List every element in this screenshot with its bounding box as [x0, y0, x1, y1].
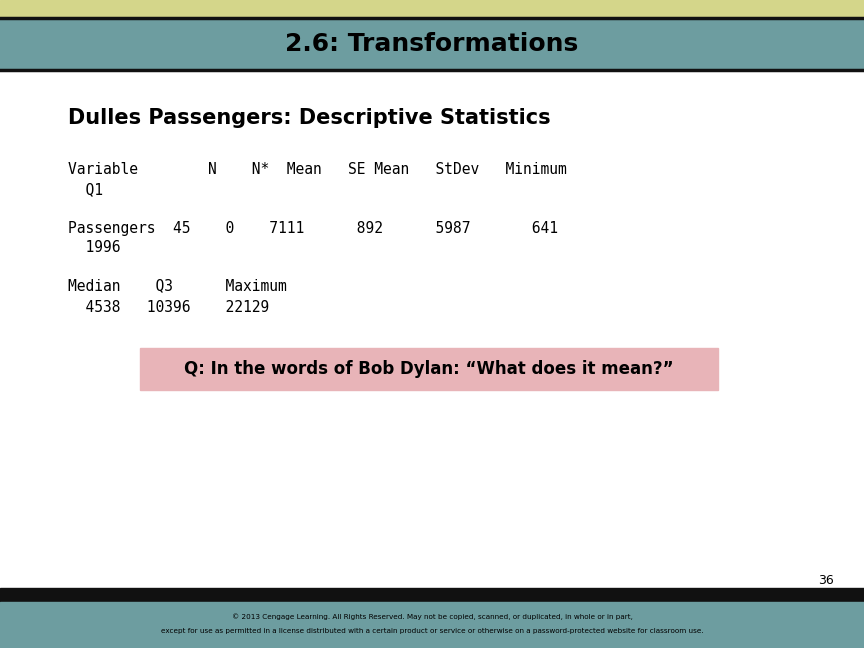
Text: 4538   10396    22129: 4538 10396 22129	[68, 301, 270, 316]
Text: 1996: 1996	[68, 240, 120, 255]
Text: 36: 36	[818, 573, 834, 586]
Text: Q: In the words of Bob Dylan: “What does it mean?”: Q: In the words of Bob Dylan: “What does…	[184, 360, 674, 378]
Text: Variable        N    N*  Mean   SE Mean   StDev   Minimum: Variable N N* Mean SE Mean StDev Minimum	[68, 163, 567, 178]
Text: Passengers  45    0    7111      892      5987       641: Passengers 45 0 7111 892 5987 641	[68, 220, 558, 235]
Bar	[0, 0, 864, 18]
Bar	[0, 588, 864, 602]
Text: © 2013 Cengage Learning. All Rights Reserved. May not be copied, scanned, or dup: © 2013 Cengage Learning. All Rights Rese…	[232, 614, 632, 620]
Text: Q1: Q1	[68, 183, 103, 198]
Bar	[0, 602, 864, 648]
Text: 2.6: Transformations: 2.6: Transformations	[285, 32, 579, 56]
Text: Dulles Passengers: Descriptive Statistics: Dulles Passengers: Descriptive Statistic…	[68, 108, 550, 128]
Bar	[140, 348, 718, 390]
Text: Median    Q3      Maximum: Median Q3 Maximum	[68, 279, 287, 294]
Bar	[0, 18, 864, 70]
Text: except for use as permitted in a license distributed with a certain product or s: except for use as permitted in a license…	[161, 628, 703, 634]
